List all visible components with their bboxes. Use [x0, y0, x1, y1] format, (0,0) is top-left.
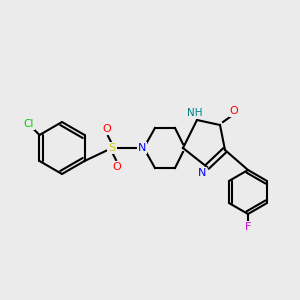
Text: N: N — [138, 143, 146, 153]
Text: NH: NH — [187, 108, 203, 118]
Text: N: N — [198, 168, 206, 178]
Text: S: S — [108, 143, 116, 153]
Text: F: F — [245, 222, 251, 232]
Text: Cl: Cl — [23, 119, 34, 129]
Text: O: O — [112, 162, 122, 172]
Text: O: O — [103, 124, 111, 134]
Text: O: O — [230, 106, 238, 116]
